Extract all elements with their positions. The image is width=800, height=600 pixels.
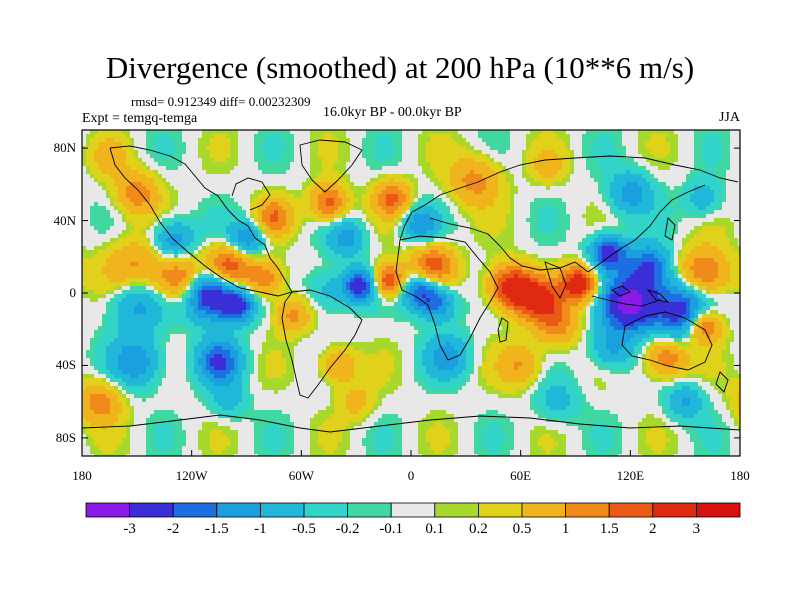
colorbar-label: 2 <box>649 521 657 537</box>
lon-tick-label: 0 <box>407 468 415 483</box>
lon-tick-label: 60E <box>510 468 532 483</box>
colorbar-label: 1 <box>561 521 570 537</box>
colorbar-label: -0.5 <box>292 521 316 537</box>
colorbar-swatch <box>259 502 305 518</box>
lon-tick-label: 180 <box>730 468 750 483</box>
lon-tick-label: 60W <box>288 468 314 483</box>
rmsd-diff-stats: rmsd= 0.912349 diff= 0.00232309 <box>131 94 311 109</box>
colorbar-label: 1.5 <box>599 521 619 537</box>
colorbar-swatch <box>347 502 392 518</box>
colorbar-label: 0.2 <box>469 521 488 537</box>
lat-tick-label: 0 <box>69 285 77 300</box>
colorbar-label: -2 <box>166 521 180 537</box>
colorbar-label: 3 <box>692 521 701 537</box>
colorbar-swatch <box>608 502 654 518</box>
colorbar-swatch <box>652 502 697 518</box>
colorbar-swatch <box>129 502 174 518</box>
colorbar-swatch <box>303 502 348 518</box>
divergence-field <box>82 130 740 456</box>
season-label: JJA <box>718 110 740 125</box>
lon-tick-label: 120E <box>616 468 645 483</box>
colorbar-swatch <box>85 502 130 518</box>
colorbar-label: 0.5 <box>512 521 532 537</box>
colorbar-label: -0.2 <box>335 521 360 537</box>
colorbar-label: -1 <box>254 521 267 537</box>
colorbar <box>85 502 741 518</box>
colorbar-swatch <box>696 502 741 518</box>
map-title: Divergence (smoothed) at 200 hPa (10**6 … <box>105 50 695 85</box>
lat-tick-label: 40S <box>55 357 76 373</box>
colorbar-swatch <box>521 502 566 518</box>
colorbar-label: -1.5 <box>204 521 229 537</box>
period-label: 16.0kyr BP - 00.0kyr BP <box>323 105 462 120</box>
colorbar-swatch <box>216 502 261 518</box>
colorbar-swatch <box>434 502 479 518</box>
colorbar-swatch <box>390 502 436 518</box>
coastlines <box>82 139 740 433</box>
colorbar-swatch <box>477 502 523 518</box>
lat-tick-label: 80S <box>55 429 76 445</box>
colorbar-label: -0.1 <box>379 521 404 537</box>
colorbar-swatch <box>565 502 610 518</box>
experiment-label: Expt = temgq-temga <box>82 111 198 126</box>
lon-tick-label: 120W <box>175 468 208 483</box>
colorbar-swatch <box>172 502 218 518</box>
colorbar-label: -3 <box>123 521 136 537</box>
lat-tick-label: 80N <box>53 140 76 156</box>
lon-tick-label: 180 <box>72 468 92 483</box>
colorbar-label: 0.1 <box>425 521 445 537</box>
lat-tick-label: 40N <box>53 212 76 228</box>
